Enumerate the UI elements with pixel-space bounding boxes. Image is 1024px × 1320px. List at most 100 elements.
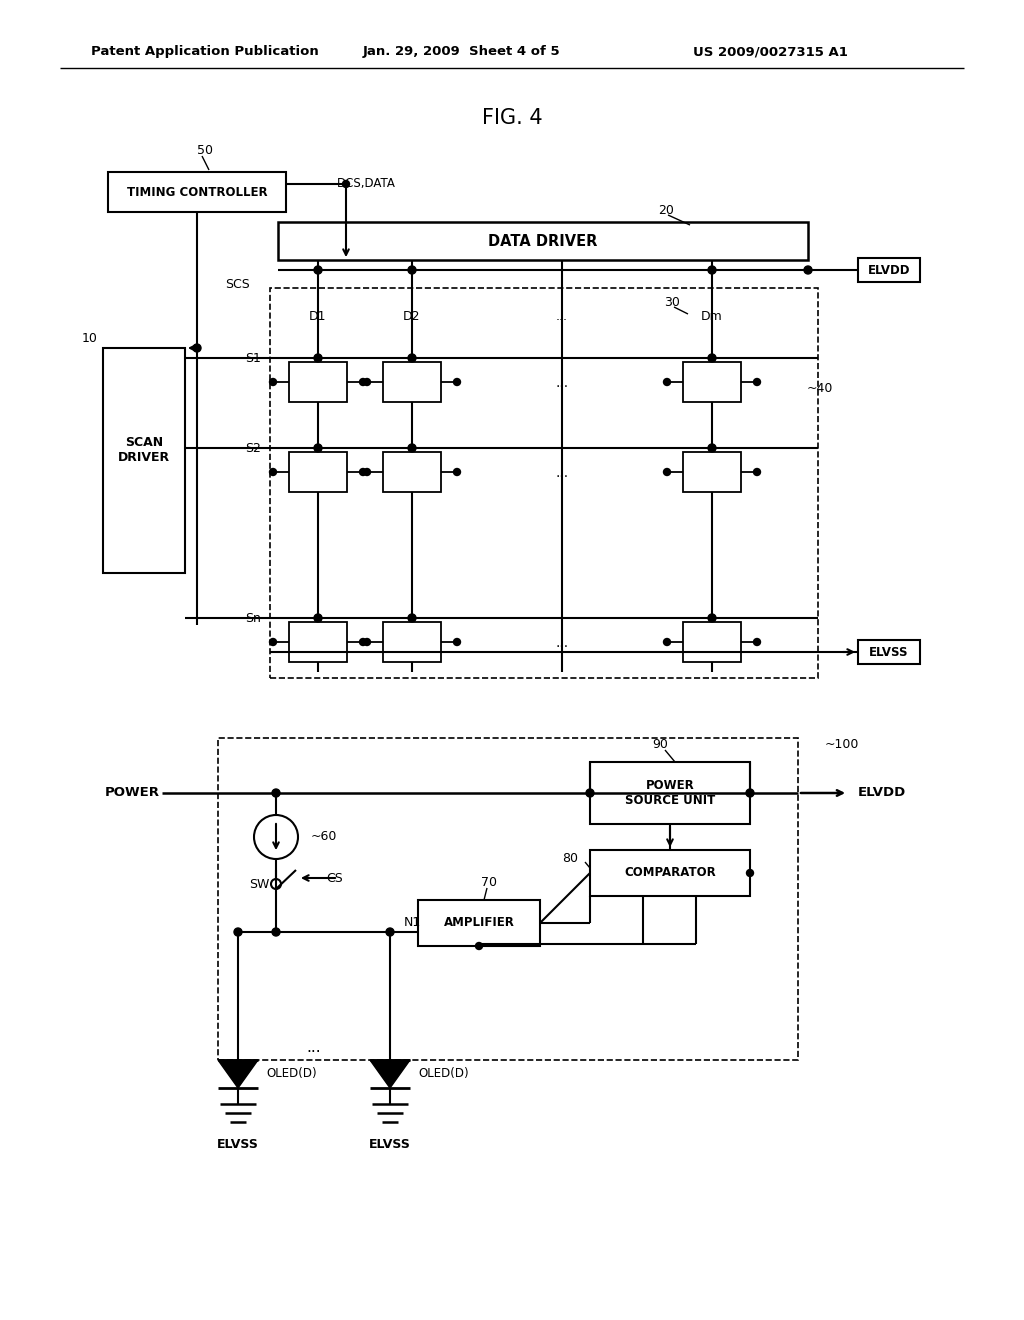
Text: 20: 20 — [658, 203, 674, 216]
Text: S1: S1 — [245, 351, 261, 364]
Text: POWER: POWER — [105, 787, 160, 800]
Circle shape — [454, 639, 461, 645]
Circle shape — [314, 267, 322, 275]
Circle shape — [364, 639, 371, 645]
Text: ELVSS: ELVSS — [869, 645, 908, 659]
Circle shape — [664, 379, 671, 385]
Text: OLED(D): OLED(D) — [266, 1068, 316, 1081]
Text: Dm: Dm — [701, 309, 723, 322]
Circle shape — [364, 379, 371, 385]
Text: ELVDD: ELVDD — [867, 264, 910, 276]
Bar — [683, 451, 741, 492]
Bar — [383, 451, 441, 492]
Circle shape — [746, 870, 754, 876]
Circle shape — [708, 354, 716, 362]
Text: 10: 10 — [82, 331, 98, 345]
Bar — [289, 362, 347, 403]
Text: 50: 50 — [197, 144, 213, 157]
Text: TIMING CONTROLLER: TIMING CONTROLLER — [127, 186, 267, 198]
Text: DATA DRIVER: DATA DRIVER — [488, 234, 598, 248]
Circle shape — [234, 928, 242, 936]
Text: 90: 90 — [652, 738, 668, 751]
Text: 70: 70 — [481, 875, 497, 888]
Text: OLED(D): OLED(D) — [418, 1068, 469, 1081]
Text: ...: ... — [555, 466, 568, 480]
Bar — [418, 900, 540, 946]
Circle shape — [408, 614, 416, 622]
Circle shape — [314, 354, 322, 362]
Text: SCS: SCS — [225, 279, 250, 292]
Text: N1: N1 — [404, 916, 421, 928]
Circle shape — [359, 469, 367, 475]
Text: ...: ... — [555, 376, 568, 389]
Text: Jan. 29, 2009  Sheet 4 of 5: Jan. 29, 2009 Sheet 4 of 5 — [364, 45, 561, 58]
Text: SW: SW — [250, 878, 270, 891]
Bar — [289, 622, 347, 663]
Text: ELVDD: ELVDD — [858, 787, 906, 800]
Bar — [858, 640, 920, 664]
Bar — [858, 257, 920, 282]
Bar — [683, 622, 741, 663]
Polygon shape — [218, 1060, 258, 1088]
Circle shape — [708, 267, 716, 275]
Bar — [590, 850, 750, 896]
Text: ELVSS: ELVSS — [369, 1138, 411, 1151]
Circle shape — [408, 267, 416, 275]
Text: ...: ... — [556, 309, 568, 322]
Text: AMPLIFIER: AMPLIFIER — [443, 916, 514, 929]
Text: ~40: ~40 — [807, 381, 834, 395]
Text: D1: D1 — [309, 309, 327, 322]
Circle shape — [708, 614, 716, 622]
Circle shape — [193, 345, 201, 352]
Circle shape — [475, 942, 482, 949]
Text: COMPARATOR: COMPARATOR — [624, 866, 716, 879]
Circle shape — [664, 639, 671, 645]
Text: ELVSS: ELVSS — [217, 1138, 259, 1151]
Circle shape — [754, 469, 761, 475]
Bar — [218, 738, 798, 1060]
Bar — [270, 288, 818, 678]
Circle shape — [364, 469, 371, 475]
Circle shape — [342, 181, 349, 187]
Circle shape — [754, 379, 761, 385]
Text: ·
·
·: · · · — [315, 517, 321, 564]
Circle shape — [359, 639, 367, 645]
Text: D2: D2 — [403, 309, 421, 322]
Text: CS: CS — [326, 871, 343, 884]
Bar — [383, 362, 441, 403]
Bar — [590, 762, 750, 824]
Bar — [103, 348, 185, 573]
Bar — [383, 622, 441, 663]
Text: Sn: Sn — [245, 611, 261, 624]
Circle shape — [314, 444, 322, 451]
Text: S2: S2 — [245, 441, 261, 454]
Circle shape — [269, 469, 276, 475]
Circle shape — [272, 928, 280, 936]
Circle shape — [269, 639, 276, 645]
Bar — [289, 451, 347, 492]
Circle shape — [314, 614, 322, 622]
Circle shape — [804, 267, 812, 275]
Circle shape — [586, 789, 594, 797]
Circle shape — [746, 789, 754, 797]
Text: ·
·
·: · · · — [710, 517, 714, 564]
Circle shape — [269, 379, 276, 385]
Circle shape — [359, 379, 367, 385]
Text: ...: ... — [555, 636, 568, 649]
Text: SCAN
DRIVER: SCAN DRIVER — [118, 436, 170, 465]
Circle shape — [454, 379, 461, 385]
Bar — [278, 222, 808, 260]
Circle shape — [408, 354, 416, 362]
Circle shape — [386, 928, 394, 936]
Text: US 2009/0027315 A1: US 2009/0027315 A1 — [692, 45, 848, 58]
Text: Patent Application Publication: Patent Application Publication — [91, 45, 318, 58]
Circle shape — [664, 469, 671, 475]
Text: DCS,DATA: DCS,DATA — [337, 177, 396, 190]
Text: ~60: ~60 — [311, 830, 337, 843]
Text: POWER
SOURCE UNIT: POWER SOURCE UNIT — [625, 779, 715, 807]
Text: ...: ... — [306, 1040, 322, 1056]
Text: ·
·
·: · · · — [410, 517, 414, 564]
Bar — [108, 172, 286, 213]
Bar — [683, 362, 741, 403]
Text: FIG. 4: FIG. 4 — [481, 108, 543, 128]
